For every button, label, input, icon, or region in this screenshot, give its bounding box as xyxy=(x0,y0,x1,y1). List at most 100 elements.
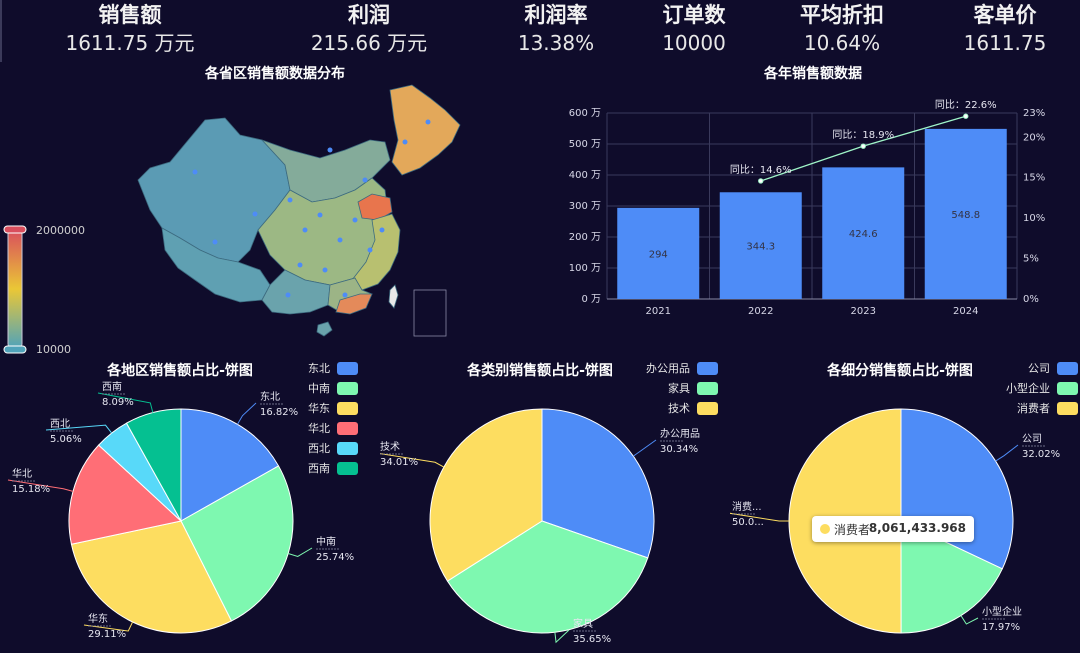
legend-label: 技术 xyxy=(668,402,690,415)
legend-label: 西北 xyxy=(308,442,330,455)
legend-swatch xyxy=(337,442,358,455)
province-taiwan[interactable] xyxy=(388,284,399,309)
map-provinces xyxy=(137,84,461,337)
pie-label-name: 东北 xyxy=(260,390,280,403)
pie-slice-办公用品 xyxy=(541,408,655,559)
province-shandong[interactable] xyxy=(357,193,393,221)
pie-slice-西南 xyxy=(125,408,182,523)
y-tick-label: 500 万 xyxy=(569,139,601,150)
legend-label: 家具 xyxy=(668,382,690,395)
pie-label-value: 30.34% xyxy=(660,444,698,455)
pie-label-name: 消费... xyxy=(732,500,762,513)
province-hainan[interactable] xyxy=(316,321,333,337)
legend-item-华北[interactable]: 华北 xyxy=(218,422,358,436)
pie-slice-华北 xyxy=(68,444,183,545)
y-tick-label: 100 万 xyxy=(569,263,601,274)
legend-item-华东[interactable]: 华东 xyxy=(218,402,358,416)
legend-item-中南[interactable]: 中南 xyxy=(218,382,358,396)
kpi-profit-rate: 利润率 13.38% xyxy=(496,2,616,58)
pie-leader-line xyxy=(7,479,74,492)
pie-label-name: 公司 xyxy=(1022,434,1042,445)
pie-leader-line xyxy=(960,615,979,625)
x-tick-label: 2022 xyxy=(748,306,773,317)
visual-map-top-handle[interactable] xyxy=(3,225,27,234)
legend-swatch xyxy=(337,362,358,375)
province-guangdong[interactable] xyxy=(335,293,373,315)
pie-label-name: 家具 xyxy=(573,617,593,630)
kpi-avg-order-value: 客单价 1611.75 xyxy=(945,2,1065,58)
pie-label-value: 5.06% xyxy=(50,434,82,445)
pie-slice-家具 xyxy=(446,520,649,634)
visual-map-bottom-handle[interactable] xyxy=(3,345,27,354)
province-east[interactable] xyxy=(351,213,401,291)
legend-item-西北[interactable]: 西北 xyxy=(218,442,358,456)
yoy-label: 同比：22.6% xyxy=(935,99,997,111)
bar-2024 xyxy=(924,128,1007,299)
pie-leader-line xyxy=(97,392,154,413)
pie-label-name: 办公用品 xyxy=(660,427,700,440)
y-tick-label: 0 万 xyxy=(581,294,601,305)
pie-label-value: 32.02% xyxy=(1022,449,1060,460)
y2-tick-label: 5% xyxy=(1023,254,1039,265)
category-pie-chart: 办公用品 30.34% 家具 35.65% 技术 34.01% xyxy=(380,408,700,645)
pie-label-name: 华东 xyxy=(88,612,108,625)
legend-swatch xyxy=(1057,402,1078,415)
kpi-label: 订单数 xyxy=(662,3,726,27)
y-tick-label: 300 万 xyxy=(569,201,601,212)
region-pie-chart: 东北 16.82% 中南 25.74% 华东 29.11% 华北 15.18% 西北 5.06% 西… xyxy=(7,380,354,640)
pie-leader-line xyxy=(380,453,445,468)
kpi-avg-discount: 平均折扣 10.64% xyxy=(782,2,902,58)
pie-leader-line xyxy=(633,439,657,457)
region-pie-title: 各地区销售额占比-饼图 xyxy=(107,363,253,379)
pie-label-value: 29.11% xyxy=(88,629,126,640)
pie-leader-line xyxy=(554,629,570,644)
tooltip-value: 8,061,433.968 xyxy=(868,521,966,535)
legend-swatch xyxy=(697,362,718,375)
kpi-profit: 利润 215.66 万元 xyxy=(299,2,439,58)
bar-2022 xyxy=(719,192,802,299)
legend-item-东北[interactable]: 东北 xyxy=(218,362,358,376)
yoy-point xyxy=(860,143,866,149)
pie-label-name: 西北 xyxy=(50,418,70,430)
legend-item-公司[interactable]: 公司 xyxy=(938,362,1078,376)
legend-swatch xyxy=(337,422,358,435)
legend-item-西南[interactable]: 西南 xyxy=(218,462,358,476)
bar-chart-title: 各年销售额数据 xyxy=(764,66,862,82)
legend-item-技术[interactable]: 技术 xyxy=(578,402,718,416)
legend-swatch xyxy=(1057,362,1078,375)
pie-leader-line xyxy=(995,444,1019,462)
tooltip-name: 消费者 xyxy=(834,523,871,537)
legend-label: 小型企业 xyxy=(1006,382,1050,395)
legend-label: 中南 xyxy=(308,382,330,395)
pie-label-name: 西南 xyxy=(102,380,122,393)
legend-swatch xyxy=(697,382,718,395)
y2-tick-label: 0% xyxy=(1023,294,1039,305)
legend-swatch xyxy=(337,462,358,475)
china-map[interactable] xyxy=(0,80,480,360)
legend-swatch xyxy=(697,402,718,415)
pie-leader-line xyxy=(45,424,113,434)
visual-map-bar xyxy=(7,229,23,349)
province-northeast[interactable] xyxy=(389,84,461,176)
x-tick-label: 2023 xyxy=(851,306,876,317)
pie-leader-line xyxy=(288,547,313,557)
pie-label-value: 15.18% xyxy=(12,484,50,495)
yoy-label: 同比：14.6% xyxy=(730,164,792,176)
visual-map[interactable] xyxy=(3,225,27,354)
legend-item-办公用品[interactable]: 办公用品 xyxy=(578,362,718,376)
pie-label-value: 25.74% xyxy=(316,552,354,563)
map-points xyxy=(192,119,431,298)
y2-tick-label: 15% xyxy=(1023,173,1045,184)
pie-leader-line xyxy=(83,621,134,632)
kpi-label: 利润率 xyxy=(524,3,588,27)
legend-label: 华东 xyxy=(308,402,330,415)
legend-swatch xyxy=(337,382,358,395)
pie-leader-line xyxy=(237,402,257,425)
x-tick-label: 2021 xyxy=(646,306,671,317)
legend-item-小型企业[interactable]: 小型企业 xyxy=(938,382,1078,396)
pie-slice-技术 xyxy=(429,408,543,582)
pie-label-value: 8.09% xyxy=(102,397,134,408)
bar-value-label: 344.3 xyxy=(746,242,775,253)
legend-item-家具[interactable]: 家具 xyxy=(578,382,718,396)
legend-item-消费者[interactable]: 消费者 xyxy=(938,402,1078,416)
